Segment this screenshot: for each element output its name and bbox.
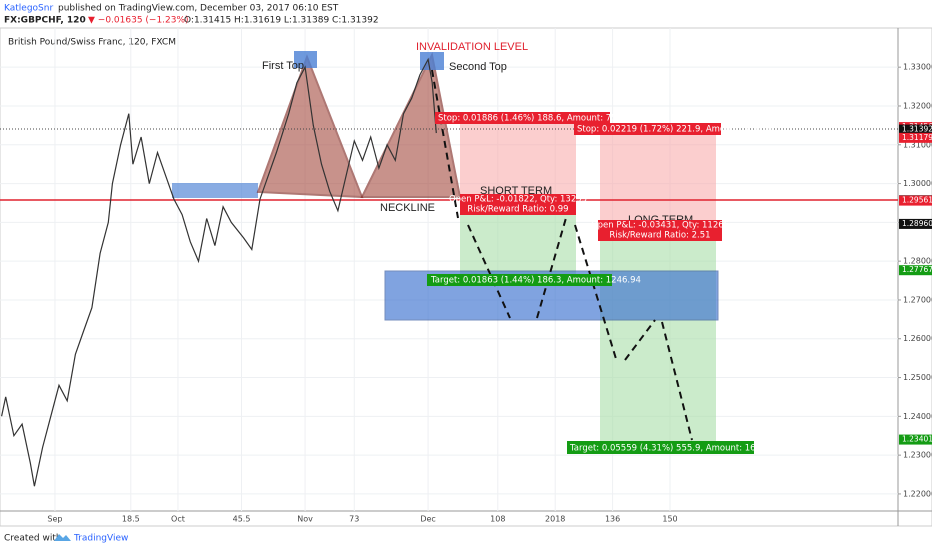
top-box	[294, 51, 317, 68]
price-label: 1.31392	[902, 125, 932, 134]
short-stop-zone	[460, 118, 576, 198]
price-label: 1.23401	[902, 435, 932, 444]
y-tick-label: 1.31000	[903, 140, 932, 149]
price-label-box	[899, 265, 932, 276]
x-tick-label: 2018	[545, 515, 565, 524]
first-top-triangle	[256, 54, 364, 199]
price-label-box	[899, 434, 932, 445]
label-box	[567, 441, 754, 454]
chart-frame	[0, 27, 932, 527]
label: Second Top	[449, 61, 507, 73]
x-tick-label: 45.5	[233, 515, 251, 524]
label: SHORT TERM	[480, 185, 552, 197]
label-box	[435, 112, 610, 124]
y-tick-label: 1.24000	[903, 412, 932, 421]
price-label-box	[899, 132, 932, 143]
label-box	[460, 194, 576, 215]
y-tick-label: 1.25000	[903, 373, 932, 382]
x-tick-label: Oct	[171, 515, 185, 524]
label-box	[574, 123, 721, 135]
price-label-box	[899, 195, 932, 206]
x-tick-label: 73	[349, 515, 359, 524]
logo	[54, 534, 71, 541]
label: Risk/Reward Ratio: 2.51	[609, 231, 710, 241]
second-top-triangle	[360, 51, 462, 198]
x-tick-label: 136	[605, 515, 620, 524]
label: First Top	[262, 60, 304, 72]
label: Risk/Reward Ratio: 0.99	[467, 205, 568, 215]
series	[1, 57, 437, 487]
price-label-box	[899, 218, 932, 229]
label: Stop: 0.01886 (1.46%) 188.6, Amount: 750…	[438, 114, 636, 124]
drawings	[0, 51, 898, 442]
price-label: 1.28960	[902, 219, 932, 228]
y-tick-label: 1.32000	[903, 101, 932, 110]
y-tick-label: 1.33000	[903, 63, 932, 72]
range-box	[172, 183, 258, 198]
symbol: FX:GBPCHF, 120	[4, 16, 86, 26]
x-tick-label: 18.5	[122, 515, 140, 524]
header: KatlegoSnr published on TradingView.com,…	[4, 4, 379, 26]
change: ▼ −0.01635 (−1.23%)	[88, 16, 189, 26]
y-tick-label: 1.22000	[903, 489, 932, 498]
arrow	[624, 319, 656, 361]
chart-title: British Pound/Swiss Franc, 120, FXCM	[8, 38, 176, 48]
top-box	[420, 52, 444, 70]
arrow	[661, 321, 693, 441]
price-label: 1.27767	[902, 265, 932, 274]
x-tick-label: 108	[490, 515, 505, 524]
label-box	[427, 274, 612, 286]
brand[interactable]: TradingView	[73, 534, 128, 544]
grid	[0, 28, 898, 511]
y-tick-label: 1.26000	[903, 334, 932, 343]
label: Target: 0.05559 (4.31%) 555.9, Amount: 1…	[569, 444, 780, 454]
path-arrows	[431, 69, 693, 441]
long-target-zone	[600, 225, 716, 442]
footer-text: Created with	[4, 534, 62, 544]
arrow	[467, 224, 511, 319]
publisher[interactable]: KatlegoSnr	[4, 4, 53, 14]
label: NECKLINE	[380, 202, 435, 214]
x-tick-label: Dec	[420, 515, 435, 524]
price-label-box	[899, 124, 932, 135]
x-tick-label: 150	[662, 515, 677, 524]
label: Stop: 0.02219 (1.72%) 221.9, Amount: 750…	[577, 125, 775, 135]
ohlc: O:1.31415 H:1.31619 L:1.31389 C:1.31392	[184, 16, 379, 26]
y-tick-label: 1.30000	[903, 179, 932, 188]
y-tick-label: 1.28000	[903, 257, 932, 266]
long-stop-zone	[600, 130, 716, 225]
x-tick-label: Nov	[297, 515, 313, 524]
label: Target: 0.01863 (1.44%) 186.3, Amount: 1…	[430, 276, 641, 286]
annotations: First Top Second Top INVALIDATION LEVEL …	[262, 41, 780, 454]
label-box	[598, 220, 722, 241]
price-label: 1.31179	[902, 133, 932, 142]
published-text: published on TradingView.com, December 0…	[58, 4, 339, 14]
price-line	[1, 57, 437, 487]
y-tick-label: 1.27000	[903, 295, 932, 304]
label: Open P&L: -0.03431, Qty: 11266	[591, 221, 729, 231]
x-tick-label: Sep	[47, 515, 62, 524]
price-label: 1.29561	[902, 196, 932, 205]
y-tick-label: 1.23000	[903, 451, 932, 460]
footer: Created with TradingView	[4, 534, 128, 544]
label: INVALIDATION LEVEL	[416, 41, 528, 53]
label: Open P&L: -0.01822, Qty: 13255	[449, 195, 587, 205]
arrow	[536, 217, 567, 319]
arrow	[431, 69, 459, 219]
